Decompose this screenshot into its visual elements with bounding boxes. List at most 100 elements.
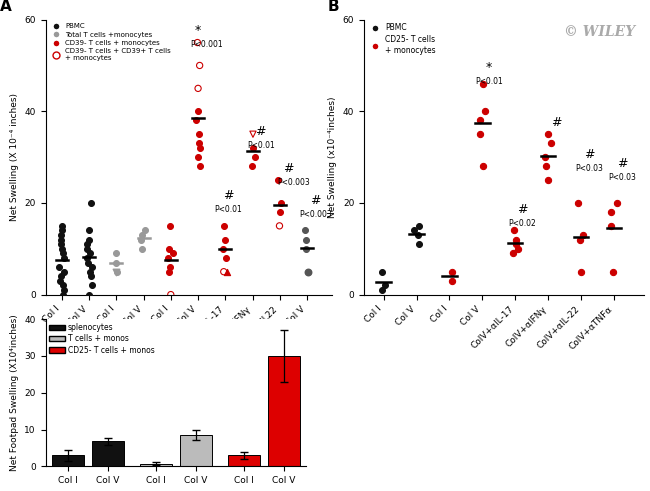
Point [577,231,588,239]
Point [84,291,94,299]
Point [380,281,390,289]
Point [413,222,424,230]
Point [194,61,205,69]
Bar [140,464,172,466]
Point [190,116,201,124]
Point [136,231,147,239]
Point [194,139,204,147]
Point [301,236,311,244]
Point [540,153,551,161]
Point [192,39,203,47]
Point [413,231,423,239]
Text: A: A [0,0,12,14]
Point [194,130,205,138]
Point [81,240,92,248]
Point [84,236,94,244]
Text: P<0.02: P<0.02 [508,219,536,228]
Point [513,245,523,253]
Point [58,254,69,262]
Point [414,240,424,248]
Text: P<0.003: P<0.003 [277,178,310,187]
Point [276,199,286,207]
Point [86,199,97,207]
Point [545,139,556,147]
Point [57,226,67,234]
Point [478,163,488,170]
Point [274,222,285,230]
Point [166,291,176,299]
Point [409,226,419,234]
Text: B: B [328,0,339,14]
Point [55,236,66,244]
Point [58,281,68,289]
Point [377,268,387,275]
Point [84,226,94,234]
Text: P<0.01: P<0.01 [214,205,242,214]
Text: #: # [584,148,595,161]
Text: #: # [517,203,527,216]
Bar [92,441,124,466]
Point [163,254,174,262]
Point [82,254,92,262]
Text: #: # [283,162,293,175]
Point [222,268,232,275]
Y-axis label: Net Swelling (x10⁻⁴inches): Net Swelling (x10⁻⁴inches) [328,96,337,218]
Bar [268,356,300,466]
Text: #: # [551,116,562,129]
Point [83,259,93,267]
Point [300,245,311,253]
Point [220,254,231,262]
Point [164,222,175,230]
Text: P<0.03: P<0.03 [575,164,603,173]
Point [542,176,552,184]
Point [508,249,518,257]
Point [111,268,122,275]
Text: P<0.03: P<0.03 [608,173,636,182]
Point [250,153,260,161]
Text: © WILEY: © WILEY [564,25,635,39]
Point [541,163,552,170]
Point [81,245,92,253]
Point [576,268,586,275]
Point [86,263,97,271]
Point [195,163,205,170]
Point [612,199,622,207]
Legend: PBMC, Total T cells +monocytes, CD39- T cells + monocytes, CD39- T cells + CD39+: PBMC, Total T cells +monocytes, CD39- T … [49,23,171,61]
Text: #: # [255,125,266,138]
Point [573,199,583,207]
Point [376,286,387,294]
Text: P<0.01: P<0.01 [475,77,503,86]
Bar [179,435,211,466]
Point [246,163,257,170]
Point [86,273,96,280]
Point [447,277,458,285]
Point [55,273,66,280]
Bar [51,456,83,466]
Point [111,249,122,257]
Legend: PBMC, CD25- T cells
+ monocytes: PBMC, CD25- T cells + monocytes [368,24,436,55]
Text: #: # [617,157,627,170]
Text: *: * [195,24,201,37]
Point [57,291,68,299]
Point [218,268,229,275]
Point [55,240,66,248]
Point [248,144,258,152]
Point [58,249,69,257]
Y-axis label: Net Swelling (X 10⁻⁴ inches): Net Swelling (X 10⁻⁴ inches) [10,93,19,221]
Text: #: # [310,194,320,207]
Point [57,222,67,230]
Point [165,263,176,271]
Point [272,176,283,184]
Text: P<0.003: P<0.003 [299,210,332,219]
Point [219,222,229,230]
Point [111,259,122,267]
Y-axis label: Net Footpad Swelling (X10⁴inches): Net Footpad Swelling (X10⁴inches) [10,314,19,471]
Point [168,249,178,257]
Point [54,263,64,271]
Bar [227,456,259,466]
Point [84,249,95,257]
Point [139,226,150,234]
Point [248,130,258,138]
Point [195,144,205,152]
Point [480,108,490,115]
